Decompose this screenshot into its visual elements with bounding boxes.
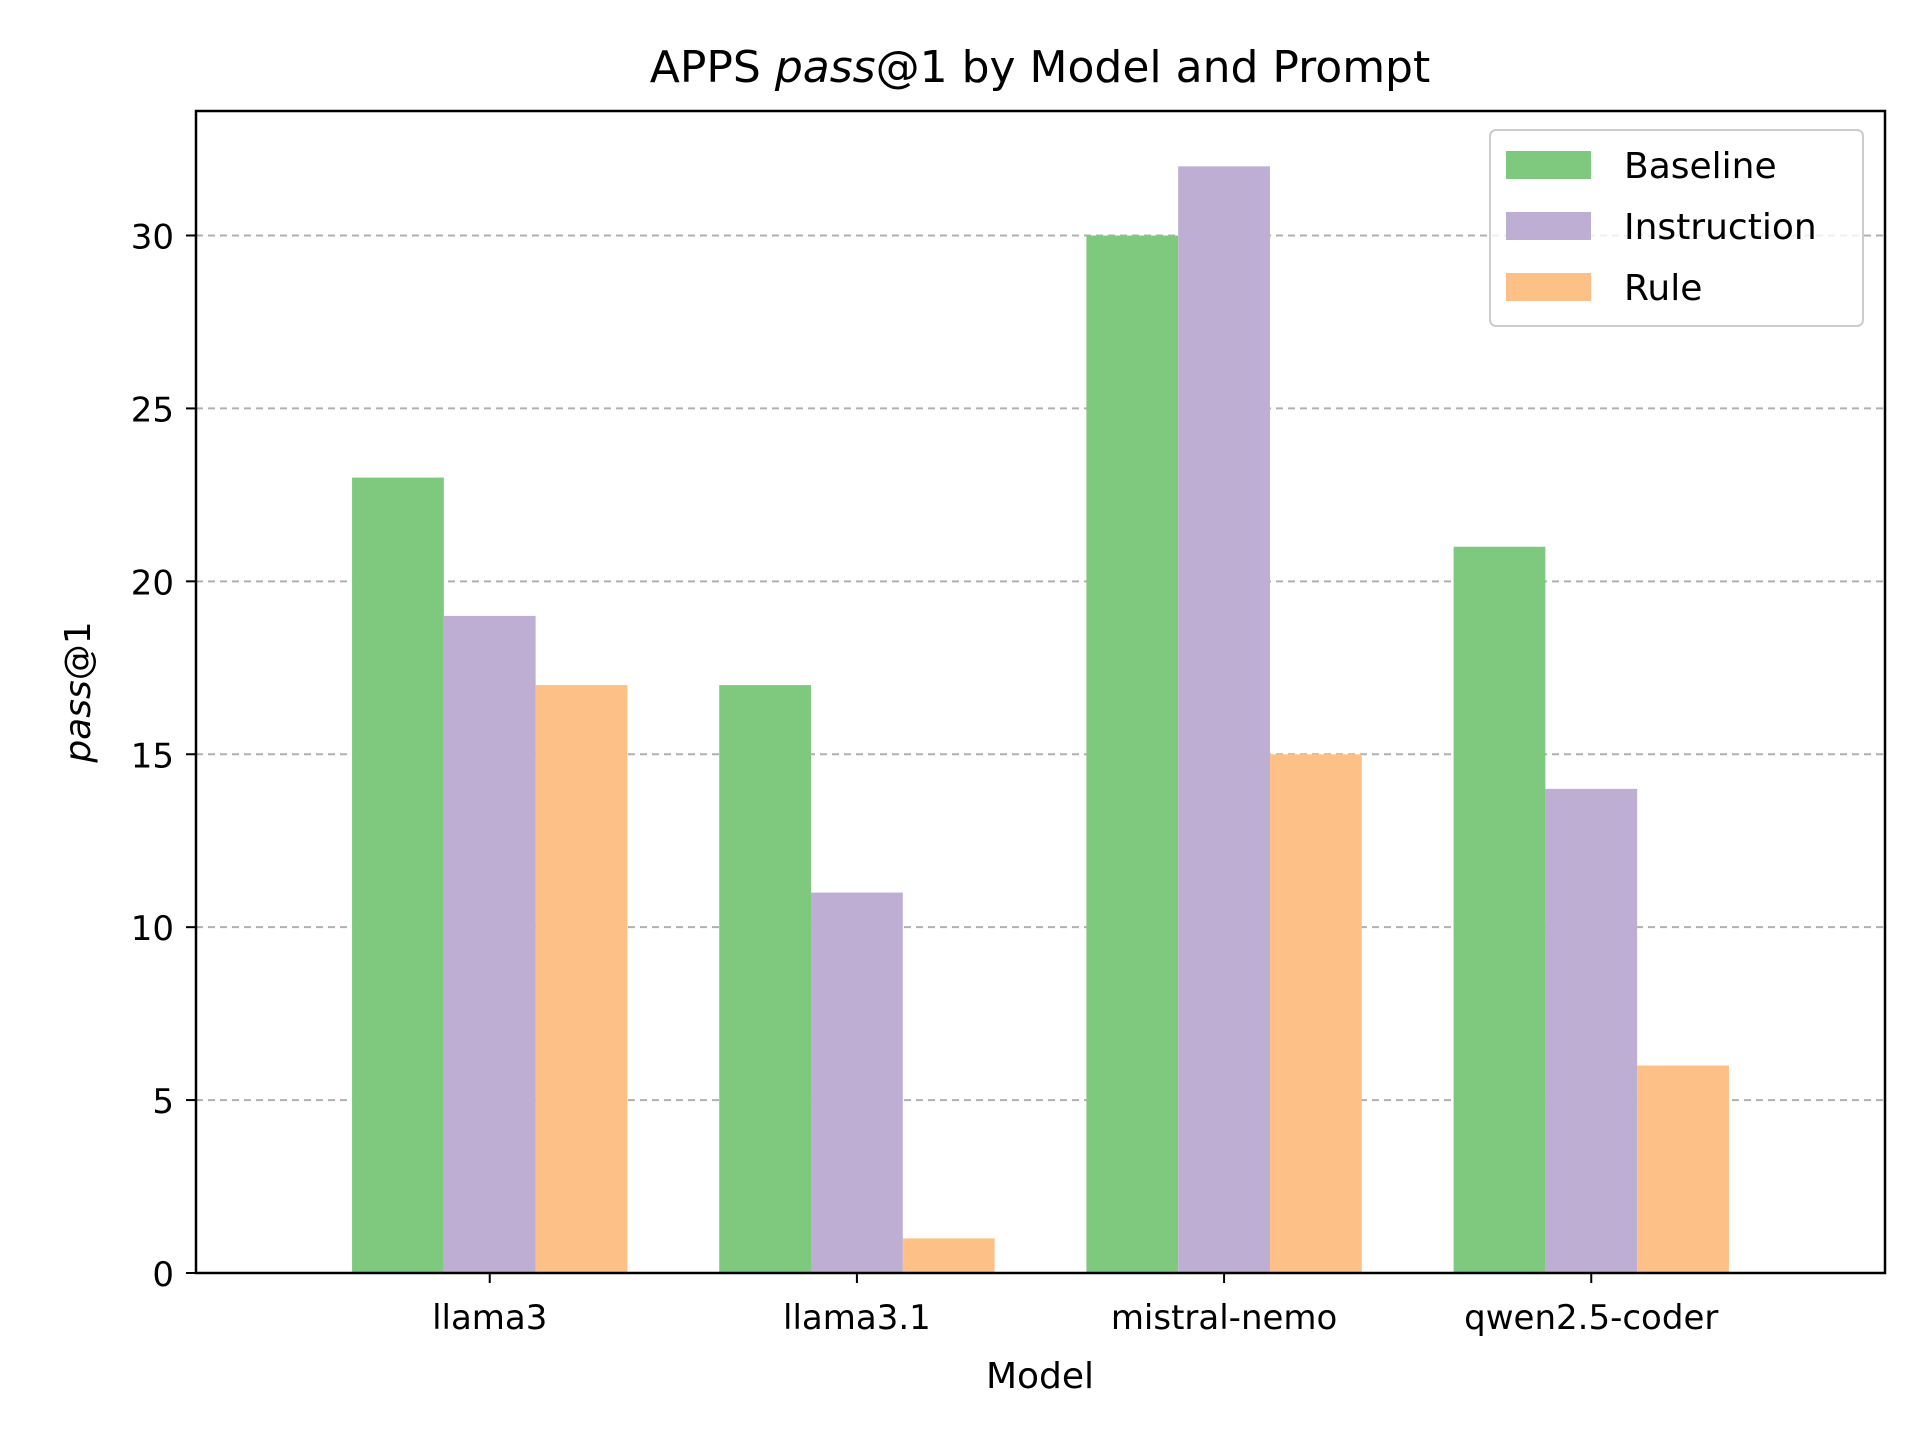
x-tick-label: llama3.1 bbox=[783, 1298, 931, 1338]
chart-title-prefix: APPS bbox=[650, 42, 775, 93]
legend-label-baseline: Baseline bbox=[1624, 146, 1777, 187]
chart-title: APPS pass@1 by Model and Prompt bbox=[650, 42, 1430, 93]
bar-instruction-llama3.1 bbox=[811, 892, 903, 1273]
x-tick-label: qwen2.5-coder bbox=[1464, 1298, 1718, 1338]
bar-instruction-llama3 bbox=[443, 615, 536, 1273]
legend-swatch-instruction bbox=[1506, 212, 1591, 240]
bar-baseline-llama3 bbox=[352, 477, 444, 1273]
bar-rule-llama3 bbox=[535, 685, 628, 1273]
y-tick-label: 15 bbox=[131, 736, 174, 776]
bar-rule-mistral-nemo bbox=[1269, 754, 1362, 1273]
legend: Baseline Instruction Rule bbox=[1489, 129, 1864, 327]
legend-label-instruction: Instruction bbox=[1624, 207, 1817, 248]
y-tick-label: 25 bbox=[131, 390, 174, 430]
y-tick-label: 5 bbox=[152, 1082, 174, 1122]
y-axis-label-italic: pass bbox=[58, 680, 99, 763]
legend-swatch-rule bbox=[1506, 273, 1591, 301]
bar-baseline-mistral-nemo bbox=[1086, 235, 1179, 1273]
y-tick-label: 0 bbox=[152, 1255, 174, 1295]
y-axis-label-suffix: @1 bbox=[58, 621, 99, 680]
x-tick-label: llama3 bbox=[432, 1298, 547, 1338]
x-axis-ticks: llama3 llama3.1 mistral-nemo qwen2.5-coder bbox=[432, 1273, 1718, 1338]
bar-instruction-qwen2.5-coder bbox=[1545, 788, 1638, 1273]
chart-title-italic: pass bbox=[774, 42, 876, 93]
chart-title-suffix: @1 by Model and Prompt bbox=[876, 42, 1431, 93]
y-tick-label: 10 bbox=[131, 909, 174, 949]
bar-rule-llama3.1 bbox=[902, 1238, 995, 1273]
bar-baseline-qwen2.5-coder bbox=[1453, 546, 1546, 1273]
y-tick-label: 20 bbox=[131, 563, 174, 603]
bar-baseline-llama3.1 bbox=[719, 685, 812, 1273]
x-axis-label: Model bbox=[986, 1356, 1094, 1397]
y-axis-label: pass@1 bbox=[58, 621, 99, 763]
plot-frame bbox=[194, 109, 1887, 1275]
x-tick-label: mistral-nemo bbox=[1111, 1298, 1338, 1338]
bars bbox=[352, 166, 1729, 1273]
legend-label-rule: Rule bbox=[1624, 268, 1702, 309]
y-tick-label: 30 bbox=[131, 218, 174, 258]
legend-swatch-baseline bbox=[1506, 151, 1591, 179]
bar-rule-qwen2.5-coder bbox=[1637, 1065, 1729, 1273]
bar-instruction-mistral-nemo bbox=[1178, 166, 1270, 1273]
y-axis-ticks: 0 5 10 15 20 25 30 bbox=[131, 218, 196, 1295]
